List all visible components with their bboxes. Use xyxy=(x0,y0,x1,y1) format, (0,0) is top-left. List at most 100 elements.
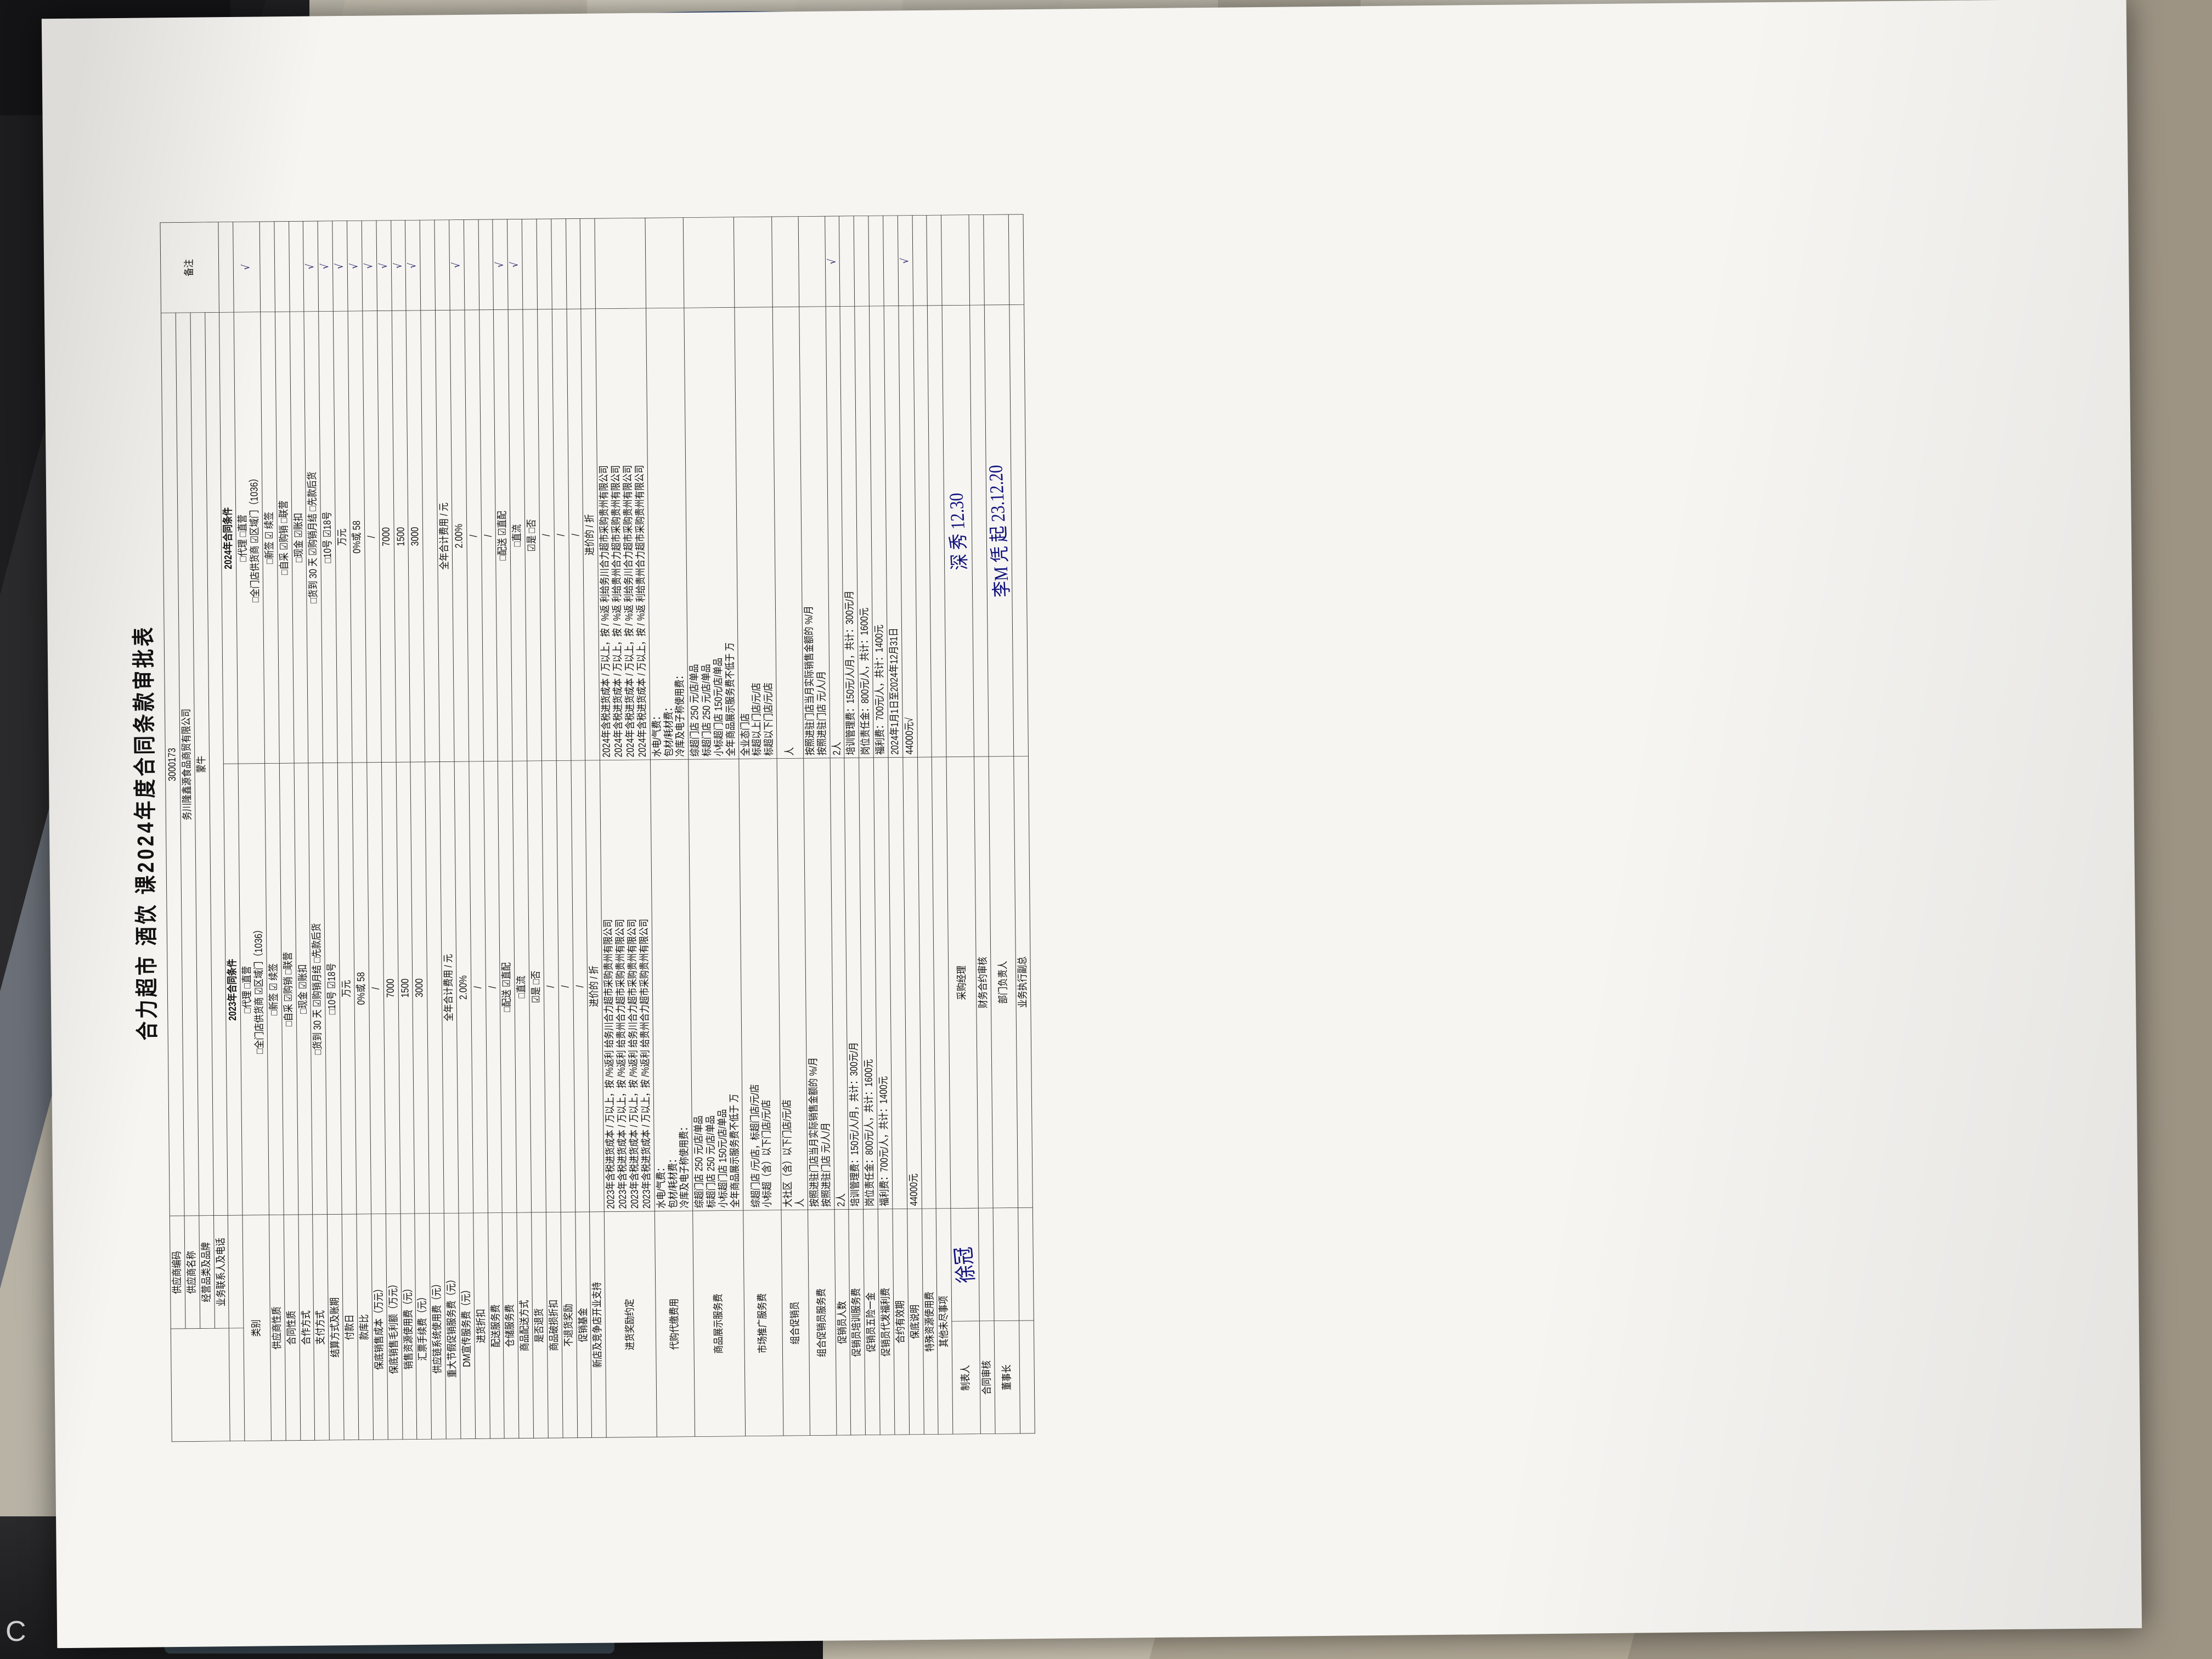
fee-2024: 按照进驻门店当月实际销售金额的 %/月 按照进驻门店 元/人/月 xyxy=(799,307,830,759)
fee-remark-check: √ xyxy=(898,216,913,306)
item-remark-check xyxy=(478,219,494,311)
fee-remark-check xyxy=(733,217,773,308)
spacer-cell-b xyxy=(228,1215,244,1329)
fee-remark-check xyxy=(883,216,899,307)
item-remark-check xyxy=(420,220,436,311)
item-remark-check xyxy=(259,222,275,313)
item-label: 商品破损折扣 xyxy=(546,1212,563,1438)
signature-value-2: 李M 凭 起 23.12.20 xyxy=(984,304,1014,757)
fee-remark-check xyxy=(683,217,735,308)
item-label: 保底销售成本（万元） xyxy=(371,1214,388,1440)
item-label: 销售资源使用费（元） xyxy=(400,1214,417,1440)
signature-remark xyxy=(1008,215,1024,305)
agreement-label: 进货奖励约定 xyxy=(604,1211,657,1438)
fee-remark-check xyxy=(868,216,884,307)
fee-2024: 人 xyxy=(772,307,804,759)
fee-remark-check: √ xyxy=(825,216,840,307)
item-remark-check: √ xyxy=(507,219,523,310)
item-remark-check: √ xyxy=(362,221,377,312)
item-label: 保底销售毛利额（万元） xyxy=(385,1214,403,1440)
fee-label: 组合促销员 xyxy=(781,1210,810,1436)
item-label: 结算方式及账期 xyxy=(327,1214,345,1441)
item-remark-check xyxy=(522,219,538,310)
item-remark-check: √ xyxy=(233,222,261,313)
item-label: 重大节假促销服务费（元） xyxy=(444,1213,461,1440)
item-label: 供应链系统使用费（元） xyxy=(429,1213,447,1440)
fee-label: 保底说明 xyxy=(907,1209,924,1435)
signature-remark xyxy=(983,215,1010,306)
fee-label: 促销员代发福利费 xyxy=(878,1209,895,1435)
item-label: 仓储服务费 xyxy=(502,1212,520,1439)
supplier-code-label: 供应商编码 xyxy=(170,1216,185,1329)
item-label: 促销基金 xyxy=(575,1212,592,1438)
contract-table: 供应商编码 3000173 备注 供应商名称 务川隆鑫源食品商贸有限公司 经营品… xyxy=(160,215,1035,1442)
contract-paper-sheet: 合力超市 酒饮 课2024年度合同条款审批表 供应商编码 3000173 备注 … xyxy=(41,0,2142,1649)
agreement-remark xyxy=(595,218,646,309)
item-remark-check xyxy=(464,219,479,311)
item-label: 合同性质 xyxy=(283,1215,301,1441)
fee-label: 市场推广服务费 xyxy=(743,1210,784,1437)
fee-remark-check xyxy=(771,217,799,308)
fee-2023: 水电/气费： 包材/耗材费： 冷库及电子称使用费： xyxy=(650,759,693,1212)
fee-label: 促销员培训服务费 xyxy=(849,1209,866,1436)
fee-label: 组合促销员服务费 xyxy=(808,1210,837,1436)
agreement-2024: 2024年含税进货成本 / 万以上，按 / %返 利给务川合力超市采购贵州有限公… xyxy=(595,308,651,761)
item-label: 配送服务费 xyxy=(488,1212,505,1439)
supplier-info-label xyxy=(171,1328,230,1442)
item-remark-check xyxy=(536,219,552,310)
fee-2023: 综超门店 /元/店，标超门店/元/店 小标超（含）以下门店/元/店 xyxy=(738,759,782,1211)
fee-label: 其他未尽事项 xyxy=(936,1209,953,1435)
item-label: 类别 xyxy=(242,1215,272,1441)
fee-remark-check xyxy=(854,216,870,307)
signature-value xyxy=(978,1208,995,1322)
item-2024: □代理 □直营 □全门店供货商 ☑区域门（1036） xyxy=(234,312,265,764)
agreement-2023: 2023年含税进货成本 / 万以上，按 /%返利 给务川合力超市采购贵州有限公司… xyxy=(600,760,655,1212)
remark-spacer xyxy=(218,222,234,313)
item-label: 进货折扣 xyxy=(473,1213,490,1439)
fee-remark-check xyxy=(798,216,826,307)
category-label: 经营品类及品牌 xyxy=(199,1215,215,1329)
fee-2024: 全业态门店 标超以上门店/元/店 标超以下门店/元/店 xyxy=(734,307,777,759)
item-remark-check: √ xyxy=(493,219,509,310)
signature-value xyxy=(1018,1207,1034,1321)
fee-2024: 综超门店 250 元/店/单品 标超门店 250 元/店/单品 小标超门店 150元… xyxy=(684,307,739,760)
fee-label: 合约有效期 xyxy=(892,1209,910,1435)
signature-body: 制表人 徐冠 采购经理深 秀 12.30 合同审核 财务合约审核 董事长 部门负责人 李M 凭… xyxy=(941,215,1035,1435)
document-title: 合力超市 酒饮 课2024年度合同条款审批表 xyxy=(131,624,160,1041)
item-label: 供应商性质 xyxy=(269,1215,286,1441)
item-remark-check: √ xyxy=(347,221,363,312)
item-label: DM宣传服务费（元） xyxy=(458,1213,476,1440)
contract-document: 合力超市 酒饮 课2024年度合同条款审批表 供应商编码 3000173 备注 … xyxy=(119,191,2064,1455)
corner-letter-c: C xyxy=(5,1616,26,1647)
remark-header: 备注 xyxy=(160,222,219,313)
item-label: 是否退货 xyxy=(531,1212,549,1438)
fee-remark-check xyxy=(912,215,928,306)
item-remark-check xyxy=(434,220,450,311)
item-remark-check xyxy=(289,221,304,312)
fee-2023: 按照进驻门店当月实际销售金额的 %/月 按照进驻门店 元/人/月 xyxy=(803,758,834,1210)
fee-items-body: 代购代缴费用 水电/气费： 包材/耗材费： 冷库及电子称使用费： 水电/气费： 包材/耗材… xyxy=(645,215,953,1437)
signature-value: 徐冠 xyxy=(951,1208,980,1322)
item-remark-check xyxy=(551,219,567,309)
fee-label: 促销员人数 xyxy=(834,1209,851,1436)
item-label: 合作方式 xyxy=(298,1215,315,1441)
item-remark-check: √ xyxy=(318,221,334,312)
item-label: 支付方式 xyxy=(313,1214,330,1441)
fee-2023: 综超门店 250 元/店/单品 标超门店 250 元/店/单品 小标超门店 150元… xyxy=(688,759,743,1211)
contact-label: 业务联系人及电话 xyxy=(213,1215,229,1329)
fee-label: 代购代缴费用 xyxy=(654,1211,695,1437)
spacer-cell-a xyxy=(229,1328,245,1442)
item-remark-check xyxy=(274,221,290,312)
signature-value-2: 深 秀 12.30 xyxy=(942,305,974,758)
signature-value xyxy=(993,1207,1020,1322)
signature-label: 制表人 xyxy=(952,1321,981,1435)
item-label: 新店及竞争店开业支持 xyxy=(590,1212,607,1438)
fee-remark-check xyxy=(839,216,855,307)
fee-2024: 水电/气费： 包材/耗材费： 冷库及电子称使用费： xyxy=(646,308,689,760)
signature-label-2: 采购经理 xyxy=(946,757,979,1209)
item-remark-check: √ xyxy=(332,221,348,312)
item-remark-check xyxy=(566,218,582,309)
signature-label xyxy=(1019,1321,1035,1434)
item-label: 付款日 xyxy=(342,1214,359,1441)
